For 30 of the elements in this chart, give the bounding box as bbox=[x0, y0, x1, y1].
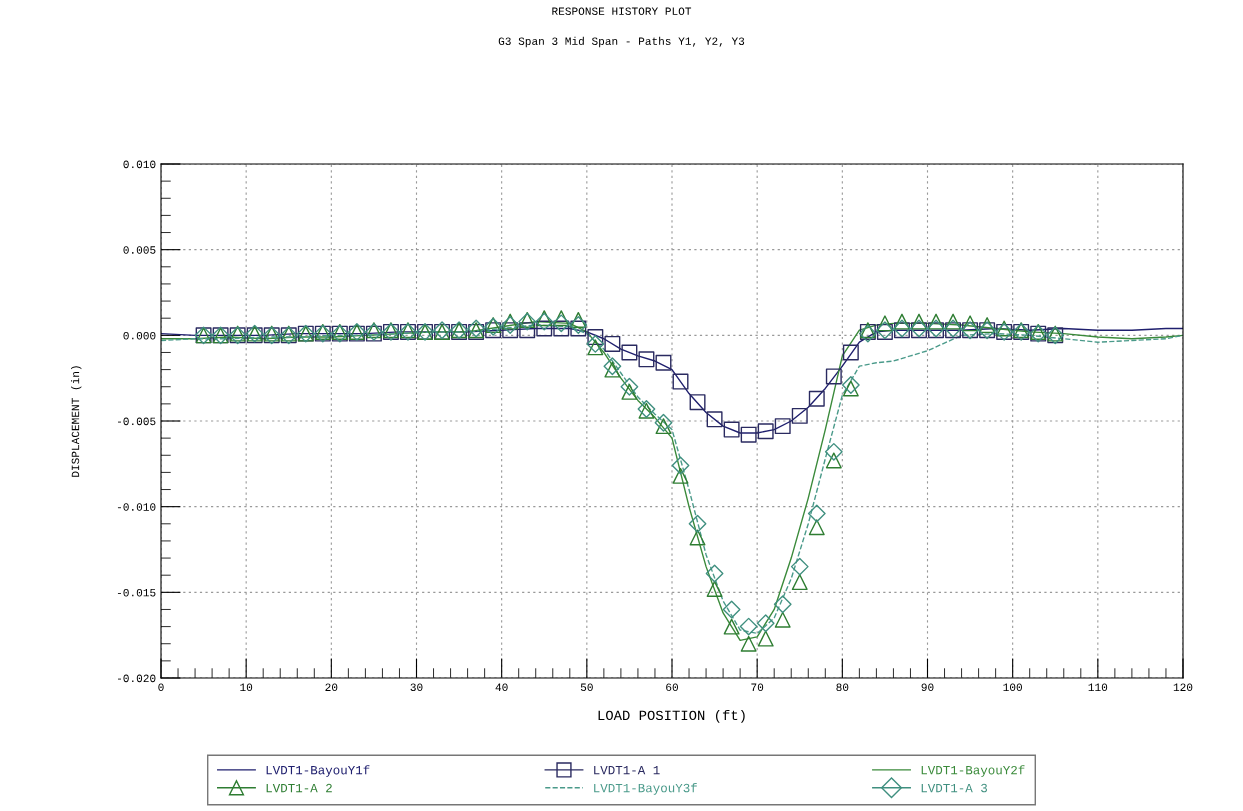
y-tick-label: -0.015 bbox=[117, 588, 156, 597]
x-tick-label: 80 bbox=[836, 683, 849, 692]
chart-title: RESPONSE HISTORY PLOT bbox=[552, 7, 692, 15]
legend-label: LVDT1-BayouY1f bbox=[266, 765, 370, 777]
y-tick-label: -0.020 bbox=[117, 674, 156, 683]
x-tick-label: 60 bbox=[666, 683, 678, 692]
x-tick-label: 0 bbox=[158, 683, 164, 692]
y-tick-label: -0.010 bbox=[117, 503, 156, 511]
x-tick-label: 90 bbox=[921, 683, 934, 692]
y-axis-title: DISPLACEMENT (in) bbox=[71, 366, 82, 477]
x-tick-label: 100 bbox=[1003, 683, 1022, 692]
y-tick-label: 0.005 bbox=[123, 246, 156, 254]
y-tick-label: 0.000 bbox=[123, 331, 156, 340]
x-tick-label: 40 bbox=[495, 683, 508, 692]
y-tick-label: 0.010 bbox=[123, 160, 156, 169]
x-tick-label: 20 bbox=[325, 683, 338, 692]
x-tick-label: 70 bbox=[751, 683, 764, 692]
x-axis-title: LOAD POSITION (ft) bbox=[598, 709, 745, 723]
x-tick-label: 50 bbox=[580, 683, 593, 692]
chart-subtitle: G3 Span 3 Mid Span - Paths Y1, Y2, Y3 bbox=[498, 36, 745, 48]
x-tick-label: 30 bbox=[410, 683, 423, 692]
x-tick-label: 110 bbox=[1088, 683, 1108, 692]
y-tick-label: -0.005 bbox=[117, 417, 156, 426]
legend-label: LVDT1-A 3 bbox=[921, 783, 987, 793]
x-tick-label: 120 bbox=[1173, 683, 1193, 692]
legend-label: LVDT1-BayouY2f bbox=[921, 765, 1025, 777]
legend-label: LVDT1-BayouY3f bbox=[594, 783, 697, 795]
legend-label: LVDT1-A 2 bbox=[266, 783, 332, 793]
x-tick-label: 10 bbox=[240, 683, 253, 692]
legend-label: LVDT1-A 1 bbox=[594, 766, 660, 775]
